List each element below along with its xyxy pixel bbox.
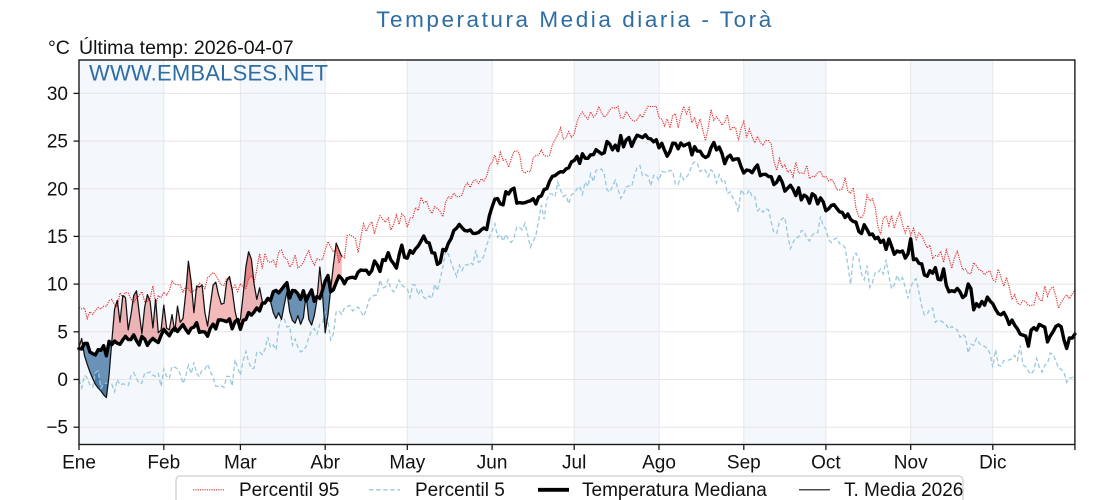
- svg-text:Ene: Ene: [62, 453, 96, 474]
- svg-text:Jul: Jul: [562, 453, 586, 474]
- svg-text:25: 25: [47, 132, 68, 153]
- svg-text:Sep: Sep: [727, 453, 761, 474]
- svg-text:Última temp: 2026-04-07: Última temp: 2026-04-07: [79, 36, 294, 59]
- svg-text:Percentil 95: Percentil 95: [239, 480, 339, 500]
- svg-text:May: May: [389, 453, 425, 474]
- svg-text:°C: °C: [48, 37, 70, 59]
- svg-text:Abr: Abr: [310, 453, 340, 474]
- svg-text:Dic: Dic: [979, 453, 1006, 474]
- svg-text:T. Media 2026: T. Media 2026: [844, 480, 963, 500]
- svg-text:0: 0: [57, 370, 68, 391]
- svg-text:Nov: Nov: [894, 453, 928, 474]
- svg-text:Feb: Feb: [147, 453, 180, 474]
- svg-text:Jun: Jun: [477, 453, 508, 474]
- svg-text:WWW.EMBALSES.NET: WWW.EMBALSES.NET: [89, 61, 328, 86]
- svg-text:−5: −5: [46, 418, 68, 439]
- svg-text:Percentil 5: Percentil 5: [415, 480, 505, 500]
- svg-text:30: 30: [47, 84, 68, 105]
- svg-text:5: 5: [57, 322, 68, 343]
- svg-text:Oct: Oct: [811, 453, 841, 474]
- svg-text:Temperatura Media diaria - Tor: Temperatura Media diaria - Torà: [376, 7, 774, 32]
- svg-text:Mar: Mar: [224, 453, 257, 474]
- svg-text:10: 10: [47, 275, 68, 296]
- svg-text:Temperatura Mediana: Temperatura Mediana: [582, 480, 767, 500]
- svg-text:20: 20: [47, 179, 68, 200]
- svg-text:Ago: Ago: [642, 453, 676, 474]
- svg-text:15: 15: [47, 227, 68, 248]
